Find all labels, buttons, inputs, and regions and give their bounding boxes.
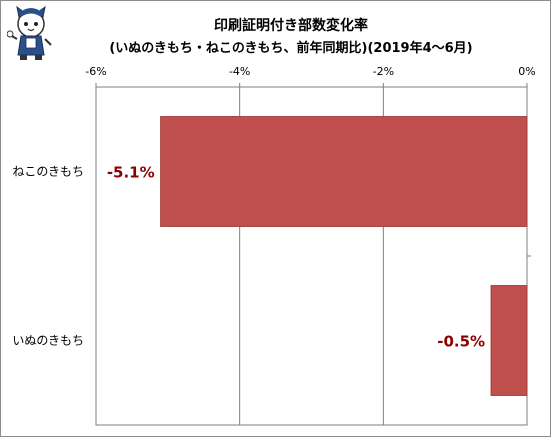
- data-label: -5.1%: [107, 164, 155, 182]
- tick-label: 0%: [518, 65, 535, 78]
- data-label: -0.5%: [437, 333, 485, 351]
- tick-label: -4%: [229, 65, 250, 78]
- bar: [160, 116, 528, 227]
- tick-label: -2%: [373, 65, 394, 78]
- chart-subtitle: (いぬのきもち・ねこのきもち、前年同期比)(2019年4～6月): [109, 41, 473, 56]
- category-label: ねこのきもち: [12, 165, 84, 179]
- category-label: いぬのきもち: [12, 334, 84, 348]
- chart-title: 印刷証明付き部数変化率: [214, 18, 368, 34]
- mascot-logo: [7, 5, 52, 60]
- bar: [490, 285, 528, 396]
- tick-label: -6%: [85, 65, 106, 78]
